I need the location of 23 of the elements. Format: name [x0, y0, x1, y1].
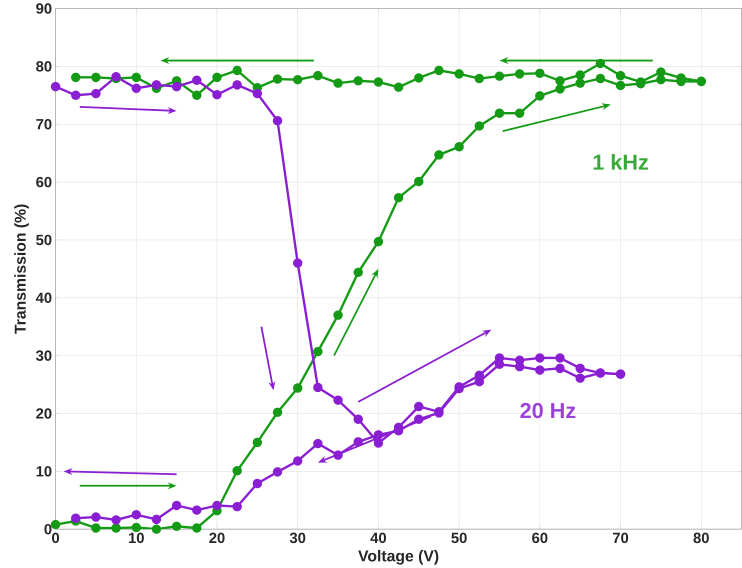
y-tick-label: 90	[36, 3, 52, 14]
y-tick-label: 20	[36, 408, 52, 419]
y-tick-label: 40	[36, 292, 52, 304]
y-tick-label: 30	[36, 350, 52, 361]
x-tick-label: 0	[52, 532, 60, 544]
x-tick-label: 40	[370, 532, 386, 544]
x-tick-label: 70	[612, 532, 628, 544]
y-tick-label: 80	[36, 61, 52, 72]
x-tick-label: 50	[451, 532, 467, 544]
x-tick-label: 80	[694, 532, 709, 544]
y-tick-label: 0	[44, 524, 52, 534]
x-tick-label: 60	[532, 532, 548, 544]
y-axis-title: Transmission (%)	[14, 204, 29, 334]
y-tick-label: 50	[36, 234, 52, 246]
series-label: 20 Hz	[520, 402, 576, 418]
y-tick-label: 70	[36, 119, 52, 130]
y-tick-label: 10	[36, 466, 52, 477]
x-tick-label: 30	[290, 532, 306, 544]
x-tick-label: 10	[128, 532, 144, 544]
x-axis-title: Voltage (V)	[358, 550, 438, 565]
text: 1 kHz	[594, 154, 648, 170]
x-tick-label: 20	[209, 532, 225, 544]
y-tick-label: 60	[36, 176, 52, 188]
